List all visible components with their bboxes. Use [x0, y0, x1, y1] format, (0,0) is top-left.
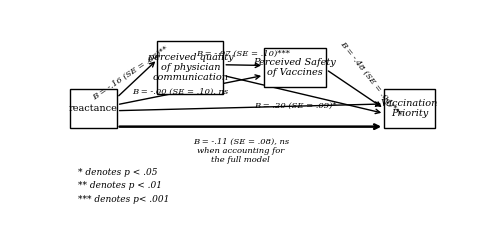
- FancyBboxPatch shape: [264, 48, 326, 87]
- Text: B = -.97 (SE = .10)***: B = -.97 (SE = .10)***: [196, 50, 290, 58]
- Text: reactance: reactance: [69, 104, 118, 113]
- Text: B = -.11 (SE = .08), ns
when accounting for
the full model: B = -.11 (SE = .08), ns when accounting …: [192, 138, 289, 164]
- Text: B = .20 (SE = .09)*: B = .20 (SE = .09)*: [254, 102, 336, 110]
- Text: * denotes p < .05
** denotes p < .01
*** denotes p< .001: * denotes p < .05 ** denotes p < .01 ***…: [78, 168, 170, 204]
- Text: B = -.00 (SE = .10), ns: B = -.00 (SE = .10), ns: [132, 88, 229, 96]
- Text: Perceived Safety
of Vaccines: Perceived Safety of Vaccines: [254, 58, 336, 77]
- FancyBboxPatch shape: [158, 41, 224, 94]
- FancyBboxPatch shape: [70, 89, 117, 128]
- Text: perceived quality
of physician
communication: perceived quality of physician communica…: [148, 52, 233, 82]
- Text: Vaccination
Priority: Vaccination Priority: [380, 99, 438, 118]
- Text: B = -.16 (SE = .06)**: B = -.16 (SE = .06)**: [91, 45, 170, 102]
- FancyBboxPatch shape: [384, 89, 434, 128]
- Text: B = -.48 (SE = .04)***: B = -.48 (SE = .04)***: [338, 40, 402, 119]
